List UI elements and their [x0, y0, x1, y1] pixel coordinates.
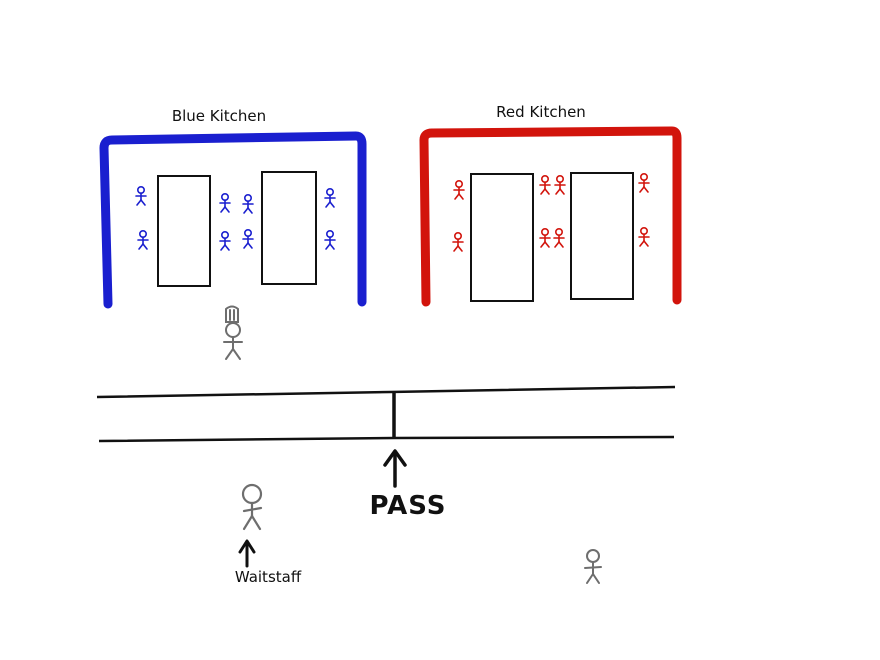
blue-table-1 — [157, 175, 211, 287]
stick-figure-icon — [135, 186, 147, 206]
stick-figure-icon — [453, 180, 465, 200]
blue-table-2 — [261, 171, 317, 285]
red-kitchen-wall — [419, 126, 682, 307]
stick-figure-icon — [638, 227, 650, 247]
chef-figure-icon — [223, 305, 243, 360]
stick-figure-icon — [324, 188, 336, 208]
stick-figure-icon — [553, 228, 565, 248]
pass-counter-bottom — [98, 435, 675, 443]
blue-kitchen-staff — [135, 186, 336, 251]
stick-figure-icon — [638, 173, 650, 193]
up-arrow-icon — [238, 539, 256, 568]
stick-figure-icon — [452, 232, 464, 252]
red-table-1 — [470, 173, 534, 302]
up-arrow-icon — [383, 449, 407, 488]
waitstaff-figure — [241, 483, 263, 531]
red-kitchen-title: Red Kitchen — [496, 103, 586, 121]
pass-counter-top — [96, 385, 676, 399]
stick-figure-icon — [242, 194, 254, 214]
blue-kitchen-wall — [99, 131, 367, 309]
red-table-2 — [570, 172, 634, 300]
stick-figure-icon — [219, 193, 231, 213]
stick-figure-icon — [324, 230, 336, 250]
stick-figure-icon — [584, 549, 602, 584]
stick-figure-icon — [554, 175, 566, 195]
blue-kitchen-title: Blue Kitchen — [172, 107, 266, 125]
stick-figure-icon — [539, 175, 551, 195]
pass-label: PASS — [369, 491, 446, 521]
stick-figure-icon — [539, 228, 551, 248]
stick-figure-icon — [219, 231, 231, 251]
stick-figure-icon — [137, 230, 149, 250]
waitstaff-label: Waitstaff — [235, 568, 302, 586]
stick-figure-icon — [242, 229, 254, 249]
red-kitchen-staff — [452, 173, 650, 252]
